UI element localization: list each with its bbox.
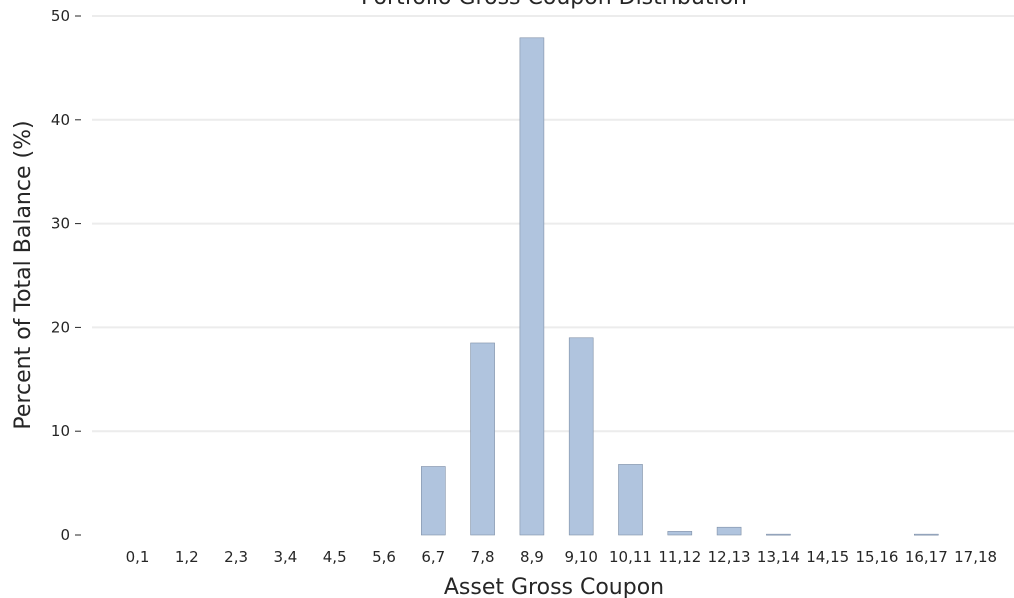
x-tick-label: 16,17 — [905, 548, 948, 566]
x-axis-ticks: 0,1 1,2 2,3 3,4 4,5 5,6 6,7 7,8 8,9 9,10 10,11 11,1… — [126, 548, 998, 566]
x-tick-label: 4,5 — [323, 548, 347, 566]
chart-title: Portfolio Gross Coupon Distribution — [361, 0, 747, 10]
x-tick-label: 8,9 — [520, 548, 544, 566]
x-tick-label: 13,14 — [757, 548, 800, 566]
y-tick-label: 50 — [51, 7, 70, 25]
x-tick-label: 17,18 — [954, 548, 997, 566]
bar-16-17 — [913, 533, 939, 536]
x-tick-label: 0,1 — [126, 548, 150, 566]
x-tick-label: 1,2 — [175, 548, 199, 566]
x-axis-title: Asset Gross Coupon — [444, 575, 664, 598]
bar-13-14 — [766, 533, 791, 536]
x-tick-label: 7,8 — [471, 548, 495, 566]
bar-7-8 — [470, 342, 495, 536]
y-tick-label: 20 — [51, 318, 70, 336]
x-tick-label: 2,3 — [224, 548, 248, 566]
bar-11-12 — [667, 531, 693, 536]
y-axis-title: Percent of Total Balance (%) — [11, 120, 36, 429]
x-tick-label: 3,4 — [273, 548, 297, 566]
y-axis-ticks: 0 10 20 30 40 50 — [51, 7, 81, 544]
bars — [420, 37, 939, 536]
bar-10-11 — [618, 464, 643, 536]
y-tick-label: 40 — [51, 111, 70, 129]
x-tick-label: 10,11 — [609, 548, 652, 566]
y-tick-label: 0 — [60, 526, 70, 544]
grid — [92, 15, 1014, 433]
y-tick-label: 10 — [51, 422, 70, 440]
x-tick-label: 14,15 — [806, 548, 849, 566]
y-tick-label: 30 — [51, 215, 70, 233]
x-tick-label: 15,16 — [856, 548, 899, 566]
bar-8-9 — [519, 37, 545, 536]
x-tick-label: 6,7 — [421, 548, 445, 566]
x-tick-label: 11,12 — [658, 548, 701, 566]
x-tick-label: 12,13 — [708, 548, 751, 566]
bar-9-10 — [568, 337, 594, 536]
bar-6-7 — [420, 466, 446, 536]
x-tick-label: 9,10 — [564, 548, 597, 566]
x-tick-label: 5,6 — [372, 548, 396, 566]
bar-12-13 — [716, 526, 742, 536]
